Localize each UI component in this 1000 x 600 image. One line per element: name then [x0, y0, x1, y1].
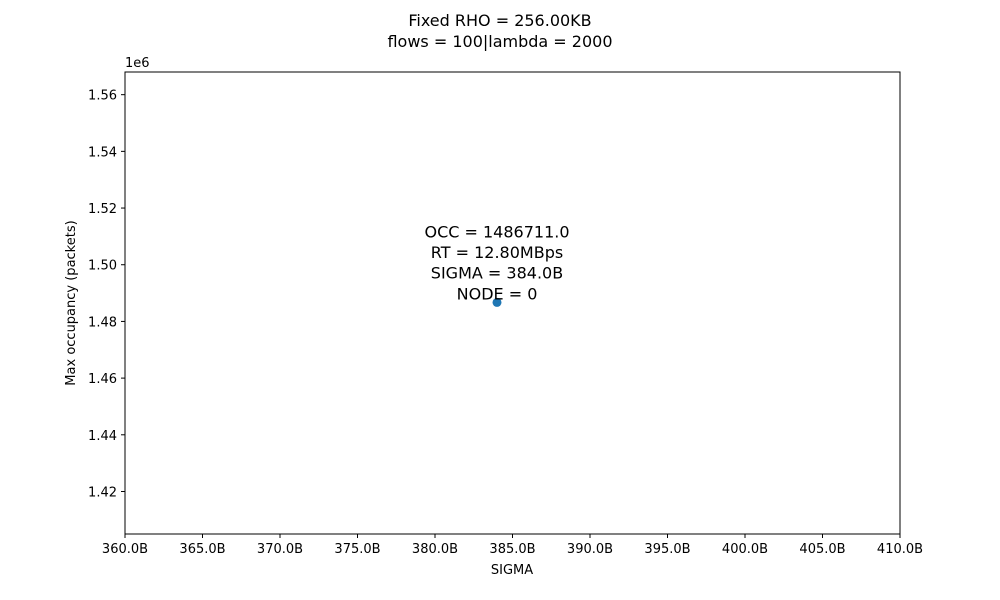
y-axis: 1.42 1.44 1.46 1.48 1.50 1.52 1.54 1.56: [88, 89, 125, 500]
y-axis-label: Max occupancy (packets): [64, 220, 79, 385]
y-tick-label: 1.54: [88, 145, 117, 160]
data-point: [492, 297, 502, 307]
x-tick-label: 410.0B: [877, 542, 923, 557]
x-tick-label: 405.0B: [799, 542, 845, 557]
x-tick-label: 395.0B: [644, 542, 690, 557]
annotation-line: NODE = 0: [457, 284, 538, 303]
y-tick-label: 1.48: [88, 315, 117, 330]
y-offset-label: 1e6: [125, 56, 150, 71]
y-tick-label: 1.42: [88, 485, 117, 500]
x-tick-label: 390.0B: [567, 542, 613, 557]
x-tick-label: 380.0B: [412, 542, 458, 557]
point-annotation: OCC = 1486711.0 RT = 12.80MBps SIGMA = 384…: [424, 222, 569, 303]
x-tick-label: 360.0B: [102, 542, 148, 557]
annotation-line: SIGMA = 384.0B: [431, 264, 563, 283]
x-tick-label: 375.0B: [334, 542, 380, 557]
y-tick-label: 1.44: [88, 429, 117, 444]
y-tick-label: 1.46: [88, 372, 117, 387]
chart-title-line-2: flows = 100|lambda = 2000: [387, 32, 612, 51]
y-tick-label: 1.50: [88, 259, 117, 274]
annotation-line: OCC = 1486711.0: [424, 222, 569, 241]
x-axis-label: SIGMA: [491, 563, 533, 578]
data-points: [492, 297, 502, 307]
x-tick-label: 365.0B: [179, 542, 225, 557]
y-tick-label: 1.56: [88, 89, 117, 104]
y-tick-label: 1.52: [88, 202, 117, 217]
x-axis: 360.0B 365.0B 370.0B 375.0B 380.0B 385.0B 390.…: [102, 534, 923, 557]
x-tick-label: 400.0B: [722, 542, 768, 557]
annotation-line: RT = 12.80MBps: [431, 243, 563, 262]
x-tick-label: 385.0B: [489, 542, 535, 557]
chart-title-line-1: Fixed RHO = 256.00KB: [408, 11, 591, 30]
x-tick-label: 370.0B: [257, 542, 303, 557]
